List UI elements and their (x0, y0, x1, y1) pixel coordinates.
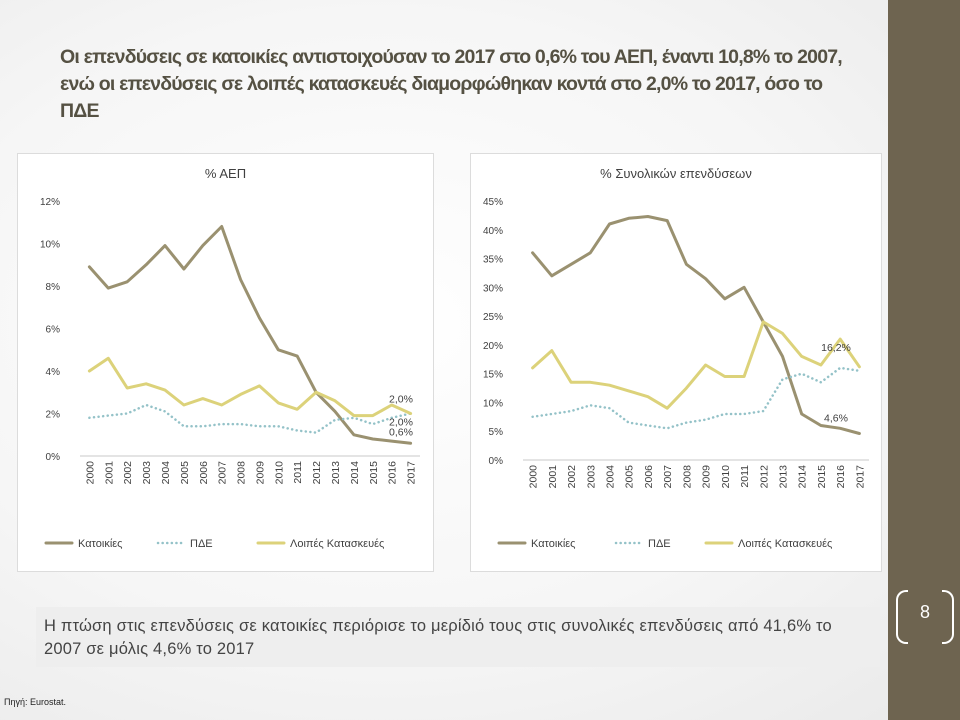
x-tick-label: 2015 (368, 461, 380, 485)
x-tick-label: 2006 (198, 461, 210, 485)
x-tick-label: 2014 (797, 465, 809, 489)
series-line-2 (531, 320, 861, 410)
y-tick-label: 12% (40, 197, 60, 208)
page-number-badge: 8 (896, 590, 954, 644)
y-tick-label: 35% (483, 255, 503, 266)
right-bracket (942, 590, 954, 644)
x-tick-label: 2005 (179, 461, 191, 485)
x-tick-label: 2001 (103, 461, 115, 485)
x-tick-label: 2012 (311, 461, 323, 485)
y-tick-label: 25% (483, 312, 503, 323)
legend-label: Λοιπές Κατασκευές (738, 538, 832, 550)
x-tick-label: 2009 (254, 461, 266, 485)
x-tick-label: 2010 (273, 461, 285, 485)
legend-label: Κατοικίες (78, 538, 122, 550)
x-tick-label: 2016 (387, 461, 399, 485)
x-tick-label: 2015 (816, 465, 828, 489)
y-tick-label: 6% (46, 325, 61, 336)
y-tick-label: 15% (483, 370, 503, 381)
y-tick-label: 30% (483, 283, 503, 294)
chart-title: % Συνολικών επενδύσεων (600, 166, 752, 181)
x-tick-label: 2010 (720, 465, 732, 489)
side-bar (888, 0, 960, 720)
data-label: 16,2% (821, 342, 851, 354)
chart-gdp: % ΑΕΠ 0% 2% 4% 6% 8% 10% 12% 2000 2001 2002 2003 200… (40, 166, 420, 550)
x-tick-label: 2007 (662, 465, 674, 489)
x-tick-label: 2000 (84, 461, 96, 485)
chart-investment-frame: % Συνολικών επενδύσεων 0% 5% 10% 15% 20% 25% 30… (470, 153, 882, 572)
data-label: 0,6% (389, 426, 413, 438)
x-tick-label: 2005 (624, 465, 636, 489)
x-tick-label: 2004 (160, 461, 172, 485)
source-note: Πηγή: Eurostat. (4, 697, 67, 707)
y-tick-label: 0% (489, 456, 504, 467)
y-tick-label: 4% (46, 367, 61, 378)
x-tick-label: 2006 (643, 465, 655, 489)
page-number: 8 (919, 602, 930, 622)
legend-label: ΠΔΕ (190, 538, 213, 550)
data-label: 2,0% (389, 417, 413, 429)
x-tick-label: 2011 (292, 461, 304, 484)
chart-title: % ΑΕΠ (205, 166, 246, 181)
left-bracket (896, 590, 908, 644)
x-tick-label: 2003 (585, 465, 597, 489)
series-line-0 (531, 215, 861, 435)
y-tick-label: 5% (489, 427, 504, 438)
legend-label: Λοιπές Κατασκευές (290, 538, 384, 550)
y-tick-label: 10% (40, 240, 60, 251)
x-tick-label: 2012 (758, 465, 770, 489)
x-tick-label: 2007 (217, 461, 229, 485)
x-tick-label: 2004 (605, 465, 617, 489)
x-tick-label: 2002 (122, 461, 134, 485)
chart-gdp-frame: % ΑΕΠ 0% 2% 4% 6% 8% 10% 12% 2000 2001 2002 2003 200… (17, 153, 434, 572)
x-tick-label: 2008 (236, 461, 248, 485)
x-tick-label: 2017 (854, 465, 866, 489)
x-tick-label: 2011 (739, 465, 751, 488)
series-line-1 (88, 403, 412, 434)
y-tick-label: 0% (46, 452, 61, 463)
y-tick-label: 2% (46, 410, 61, 421)
legend-label: Κατοικίες (531, 538, 575, 550)
y-tick-label: 10% (483, 398, 503, 409)
series-line-1 (531, 366, 861, 430)
x-tick-label: 2001 (547, 465, 559, 489)
chart-investment: % Συνολικών επενδύσεων 0% 5% 10% 15% 20% 25% 30… (483, 166, 869, 550)
x-tick-label: 2014 (349, 461, 361, 485)
series-line-0 (87, 225, 413, 445)
x-tick-label: 2002 (566, 465, 578, 489)
x-tick-label: 2016 (835, 465, 847, 489)
legend-label: ΠΔΕ (648, 538, 671, 550)
y-tick-label: 40% (483, 226, 503, 237)
data-label: 2,0% (389, 394, 413, 406)
series-line-2 (87, 356, 413, 418)
x-tick-label: 2013 (778, 465, 790, 489)
x-tick-label: 2000 (528, 465, 540, 489)
y-tick-label: 45% (483, 197, 503, 208)
x-tick-label: 2017 (406, 461, 418, 485)
x-tick-label: 2003 (141, 461, 153, 485)
x-tick-label: 2013 (330, 461, 342, 485)
slide-title: Οι επενδύσεις σε κατοικίες αντιστοιχούσα… (60, 46, 843, 122)
x-tick-label: 2009 (701, 465, 713, 489)
y-tick-label: 20% (483, 341, 503, 352)
note-box: Η πτώση στις επενδύσεις σε κατοικίες περ… (36, 607, 880, 667)
data-label: 4,6% (824, 413, 848, 425)
x-tick-label: 2008 (681, 465, 693, 489)
note-text: Η πτώση στις επενδύσεις σε κατοικίες περ… (44, 617, 832, 658)
y-tick-label: 8% (46, 282, 61, 293)
